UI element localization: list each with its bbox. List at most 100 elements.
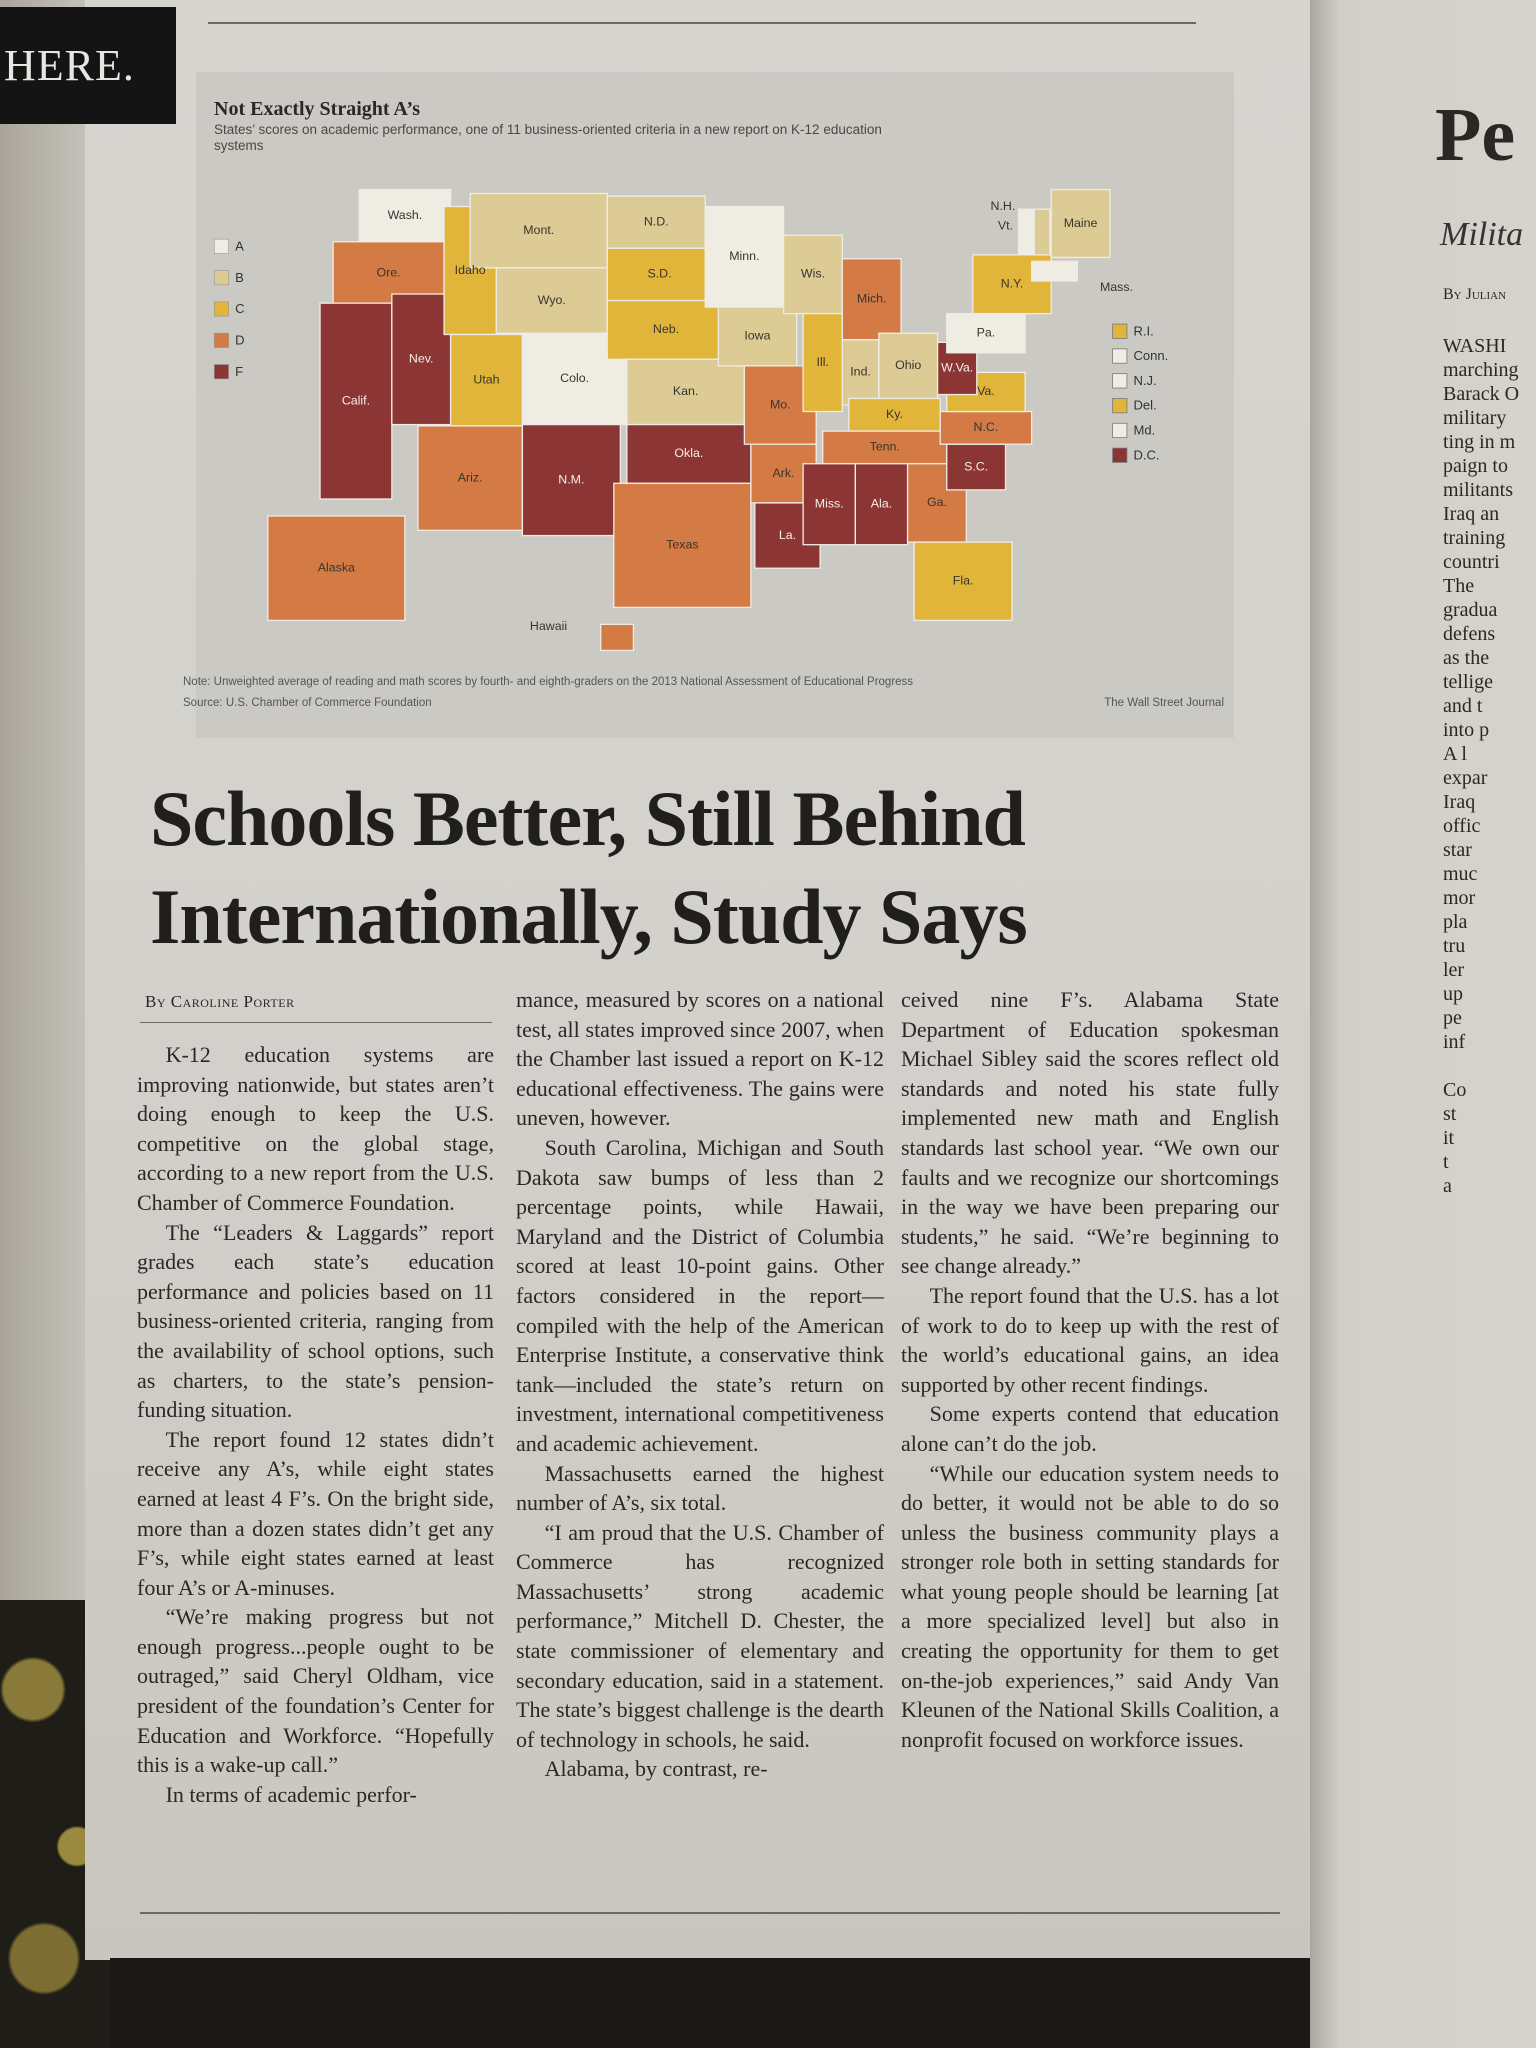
state-label: Conn.: [1133, 348, 1168, 363]
state: [704, 205, 785, 308]
state-label: Calif.: [342, 393, 370, 407]
background: [0, 0, 100, 1600]
state-label: Colo.: [560, 371, 589, 385]
state-label: Miss.: [815, 497, 844, 511]
legend-swatch: [1112, 323, 1128, 339]
state-label: N.Y.: [1001, 277, 1024, 291]
byline: By Caroline Porter: [145, 992, 295, 1011]
state-label: Mont.: [523, 223, 554, 237]
text-line: as the: [1443, 647, 1490, 669]
legend-label: F: [235, 364, 243, 379]
state-label: Ark.: [773, 466, 795, 480]
legend-label: B: [235, 270, 244, 285]
state-label: Hawaii: [530, 619, 567, 633]
paragraph: The report found that the U.S. has a lot…: [901, 1282, 1279, 1397]
state-label: Pa.: [977, 325, 996, 339]
state: [521, 423, 621, 537]
state-label: Ariz.: [458, 470, 483, 484]
state-label: Ill.: [817, 355, 829, 369]
state-label: La.: [779, 528, 796, 542]
state-label: Mich.: [857, 292, 887, 306]
text-line: WASHI: [1443, 335, 1507, 357]
text-line: Iraq: [1443, 791, 1476, 813]
state-label: Mo.: [770, 397, 791, 411]
map-title: Not Exactly Straight A’s: [214, 98, 421, 120]
state-label: Md.: [1133, 423, 1155, 438]
text-line: [1443, 1054, 1519, 1078]
state-label: Del.: [1133, 398, 1156, 413]
state-label: S.D.: [647, 267, 671, 281]
state-label: Va.: [977, 384, 995, 398]
text-line: st: [1443, 1103, 1457, 1125]
headline: Schools Better, Still Behind Internation…: [150, 770, 1270, 966]
legend-label: A: [235, 238, 244, 253]
state-label: Ga.: [927, 495, 947, 509]
paragraph: “We’re making progress but not enough pr…: [137, 1604, 494, 1778]
text-line: paign to: [1443, 455, 1508, 477]
state-label: Mass.: [1100, 280, 1133, 294]
state-label: N.D.: [644, 214, 669, 228]
state: [613, 482, 752, 609]
map: Wash. Ore. Calif. Nev. Idaho Mont. Wyo. Utah Col…: [213, 188, 1168, 652]
text-line: into p: [1443, 719, 1490, 741]
text-line: up: [1443, 983, 1463, 1005]
state-label: W.Va.: [941, 361, 973, 375]
text-line: Barack O: [1443, 383, 1520, 405]
paragraph: South Carolina, Michigan and South Dakot…: [516, 1134, 884, 1456]
paragraph: In terms of academic perfor-: [165, 1781, 417, 1807]
text-line: ting in m: [1443, 431, 1516, 453]
state-label: Maine: [1064, 216, 1098, 230]
text-line: star: [1443, 839, 1472, 861]
state-label: Kan.: [673, 384, 698, 398]
text-line: militants: [1443, 479, 1513, 501]
state: [946, 443, 1007, 491]
text-line: t: [1443, 1151, 1449, 1173]
state: [606, 299, 726, 360]
paragraph: The report found 12 states didn’t receiv…: [137, 1426, 494, 1600]
legend-swatch: [1112, 447, 1128, 463]
adjacent-page: [1310, 0, 1536, 2048]
state: [913, 541, 1013, 622]
state-label: N.H.: [990, 199, 1015, 213]
state-label: Utah: [473, 372, 499, 386]
state-label: Tenn.: [870, 440, 900, 454]
state: [1030, 260, 1078, 282]
legend-label: C: [235, 301, 244, 316]
text-line: offic: [1443, 815, 1481, 837]
adjacent-heading: Pe: [1435, 93, 1516, 177]
state-label: Wyo.: [538, 293, 566, 307]
legend-swatch: [1112, 373, 1128, 389]
text-line: pe: [1443, 1007, 1462, 1029]
paragraph: Massachusetts earned the highest number …: [516, 1460, 884, 1516]
map-source: Source: U.S. Chamber of Commerce Foundat…: [183, 697, 432, 709]
state-label: Fla.: [953, 574, 974, 588]
text-line: tellige: [1443, 671, 1493, 693]
paragraph: The “Leaders & Laggards” report grades e…: [137, 1219, 494, 1423]
state-label: R.I.: [1133, 323, 1153, 338]
state: [606, 195, 706, 249]
state-label: Wis.: [801, 267, 825, 281]
paragraph: mance, measured by scores on a national …: [516, 987, 884, 1131]
state-label: Alaska: [318, 560, 355, 574]
state-label: Neb.: [653, 322, 679, 336]
article-column: mance, measured by scores on a national …: [516, 985, 884, 1784]
legend-swatch: [1112, 398, 1128, 414]
state: [854, 463, 909, 546]
headline-line: Schools Better, Still Behind: [150, 775, 1026, 862]
state: [469, 192, 608, 269]
state-label: Idaho: [455, 263, 486, 277]
text-line: defens: [1443, 623, 1496, 645]
text-line: it: [1443, 1127, 1455, 1149]
state: [626, 423, 752, 484]
section-tab: HERE.: [0, 7, 176, 124]
text-line: Co: [1443, 1079, 1467, 1101]
paragraph: Alabama, by contrast, re-: [544, 1756, 768, 1782]
state-label: N.J.: [1133, 373, 1156, 388]
state: [1017, 208, 1035, 256]
state: [600, 623, 635, 652]
text-line: a: [1443, 1175, 1452, 1197]
text-line: muc: [1443, 863, 1478, 885]
adjacent-byline: By Julian: [1443, 286, 1507, 303]
